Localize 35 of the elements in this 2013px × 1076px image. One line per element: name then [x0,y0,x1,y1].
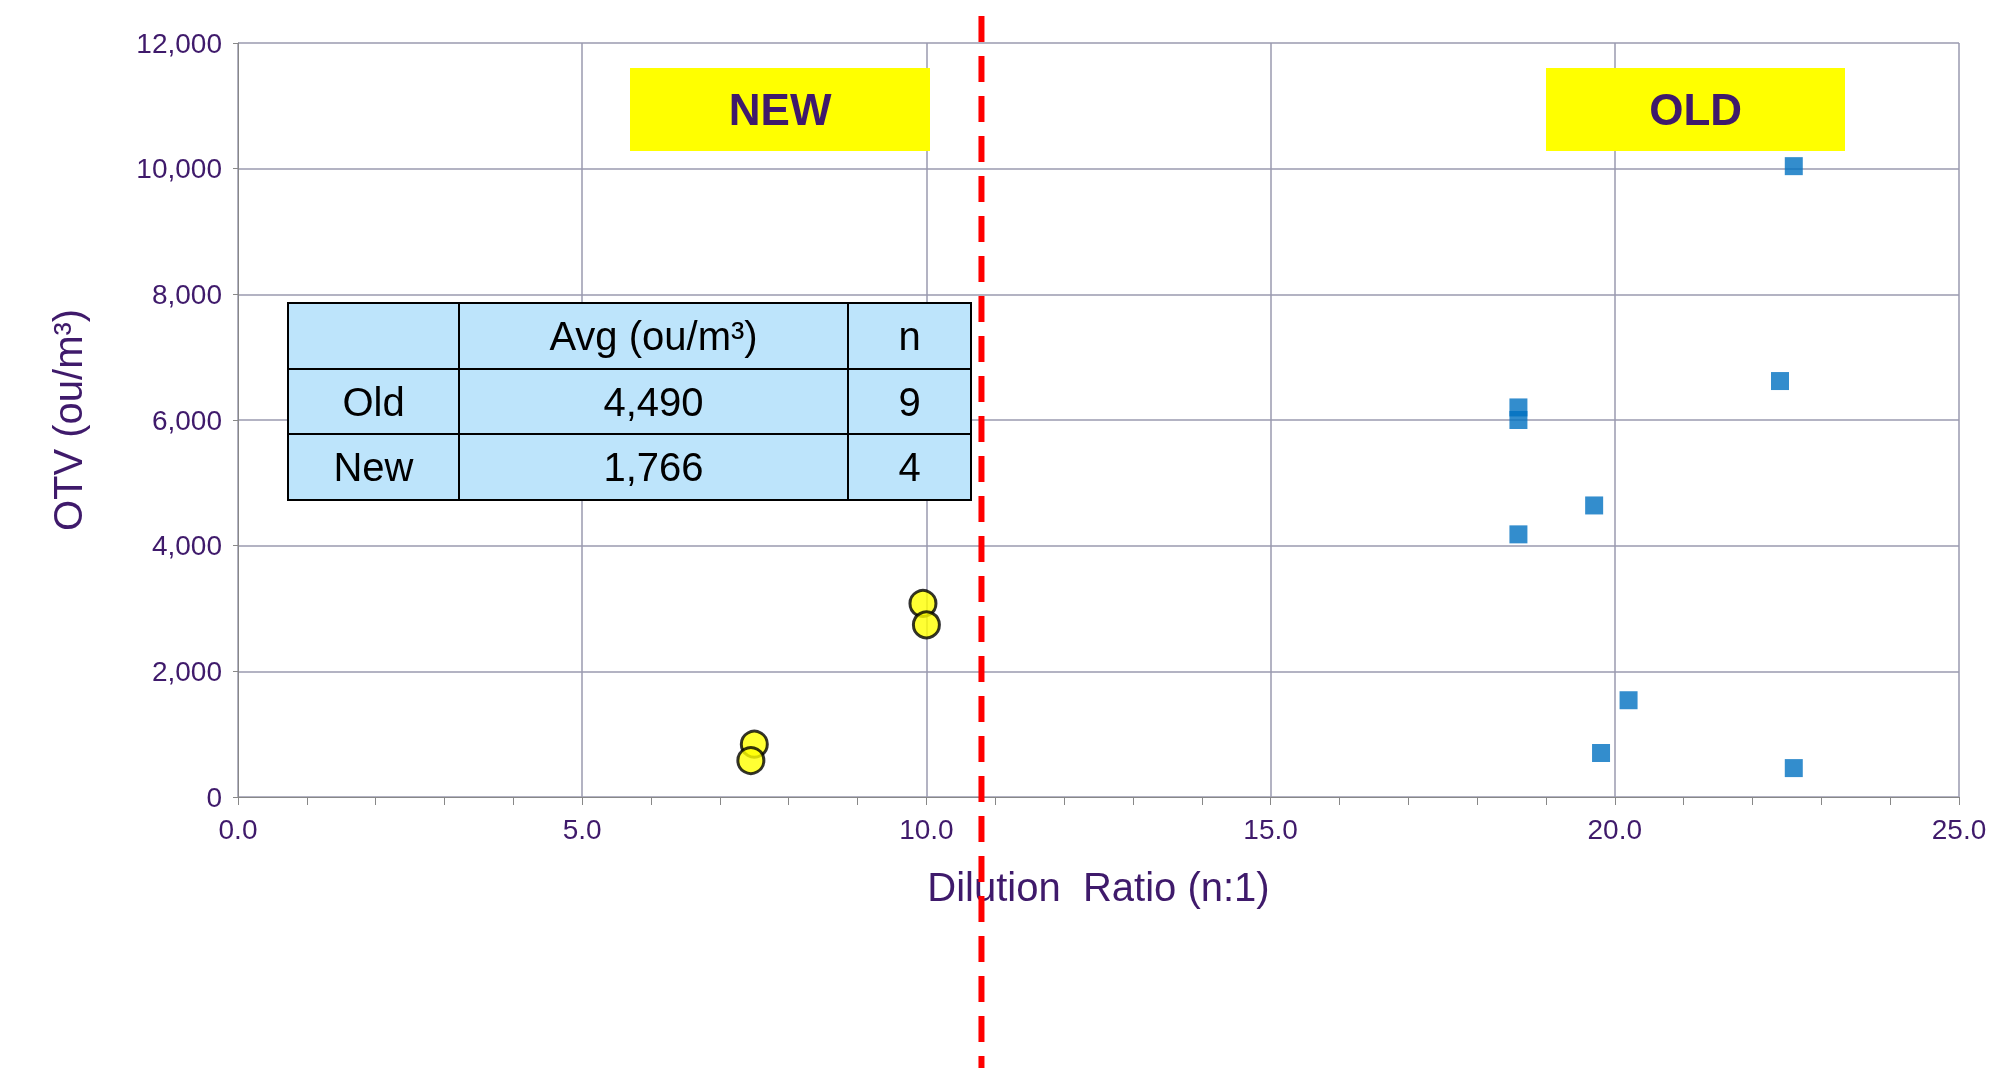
y-tick-label: 8,000 [151,278,222,310]
y-axis-title: OTV (ou/m³) [46,308,90,532]
x-tick-label: 25.0 [1931,813,1987,845]
y-tick-label: 12,000 [136,27,222,59]
x-axis-title: Dilution Ratio (n:1) [927,865,1270,909]
point [1619,691,1638,710]
point [1509,398,1528,417]
annotation: n [898,314,921,358]
point [1784,157,1803,176]
x-tick-label: 15.0 [1243,813,1298,845]
y-tick-label: 4,000 [151,530,222,562]
point [1784,759,1803,778]
y-tick-label: 2,000 [151,655,222,687]
annotation: New [333,445,414,489]
annotation: 4,490 [603,379,704,424]
annotation: 9 [898,379,921,424]
y-tick-label: 0 [206,781,222,813]
x-tick-label: 10.0 [899,813,954,845]
x-tick-label: 20.0 [1587,813,1643,845]
annotation: 4 [898,445,921,489]
x-tick-label: 5.0 [562,813,602,845]
y-tick-label: 6,000 [151,404,222,436]
point [1509,525,1528,544]
point [1585,496,1604,515]
annotation: Avg (ou/m³) [549,314,758,358]
label-box: NEW [630,68,930,152]
y-tick-label: 10,000 [136,153,222,185]
point [1592,744,1611,763]
label-box: OLD [1545,68,1846,152]
point [911,610,941,640]
annotation: 1,766 [603,445,704,489]
x-tick-label: 0.0 [218,813,258,845]
point [736,746,766,776]
point [1771,372,1790,391]
annotation: Old [342,379,405,424]
